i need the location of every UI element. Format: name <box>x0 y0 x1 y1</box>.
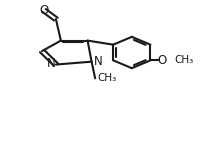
Text: O: O <box>39 4 48 17</box>
Text: CH₃: CH₃ <box>173 55 193 65</box>
Text: O: O <box>156 54 166 67</box>
Text: CH₃: CH₃ <box>97 73 116 83</box>
Text: N: N <box>93 55 102 68</box>
Text: N: N <box>46 57 55 70</box>
